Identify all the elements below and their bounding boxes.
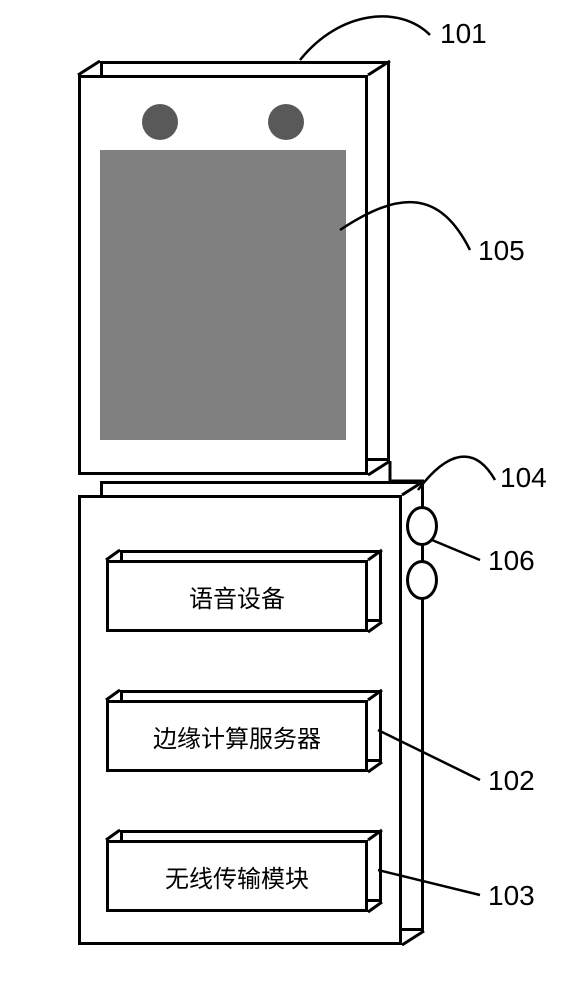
label-104: 104 [500, 462, 547, 494]
label-103: 103 [488, 880, 535, 912]
leader-lines [0, 0, 586, 1000]
label-106: 106 [488, 545, 535, 577]
diagram-stage: 语音设备 边缘计算服务器 无线传输模块 [0, 0, 586, 1000]
label-102: 102 [488, 765, 535, 797]
label-105: 105 [478, 235, 525, 267]
label-101: 101 [440, 18, 487, 50]
